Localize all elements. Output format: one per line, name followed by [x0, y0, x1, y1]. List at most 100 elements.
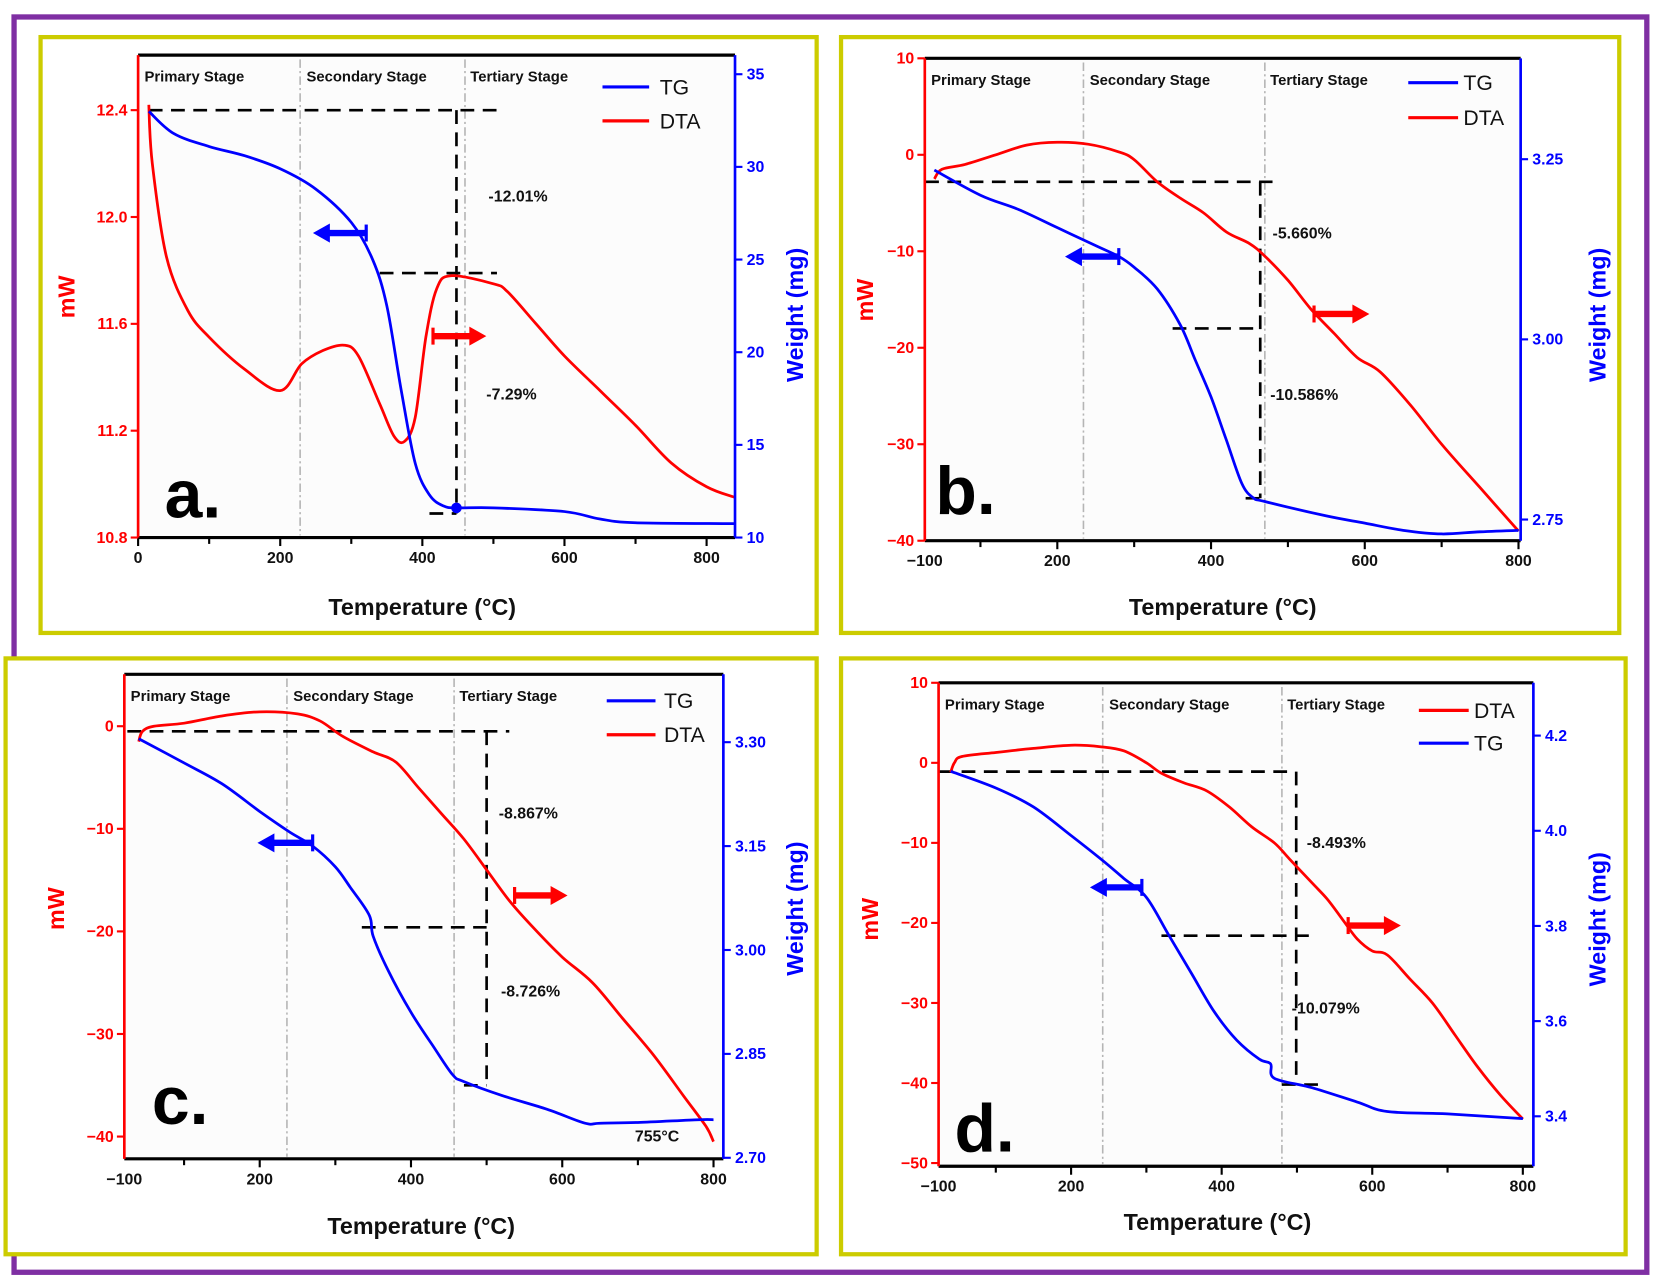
- tg-axis-arrow-icon: [312, 223, 368, 243]
- dta-axis-arrow-icon: [431, 326, 487, 346]
- plot-area: [924, 58, 1521, 541]
- tg-curve: [950, 770, 1523, 1121]
- y-tick-label: −50: [901, 1155, 928, 1172]
- x-tick-label: 800: [1505, 553, 1532, 570]
- panel-letter: a.: [165, 457, 222, 532]
- plot-area: [938, 682, 1534, 1167]
- y-tick-label: 10: [897, 51, 915, 68]
- tg-curve: [147, 110, 736, 526]
- legend-label-tg: TG: [660, 76, 689, 99]
- stage-label: Secondary Stage: [306, 70, 426, 86]
- dta-axis-arrow-icon: [513, 885, 568, 906]
- arrow-head: [1065, 247, 1082, 267]
- dta-axis-arrow-icon: [1312, 304, 1370, 324]
- arrow-head: [1089, 877, 1107, 897]
- panel-d: Primary Stage Secondary Stage Tertiary Sta…: [838, 656, 1628, 1257]
- arrow-head: [1383, 916, 1401, 936]
- y2-tick-label: 3.15: [735, 838, 766, 855]
- stage-label: Primary Stage: [931, 73, 1031, 89]
- y2-axis-title: Weight (mg): [1584, 852, 1610, 986]
- dta-curve: [949, 743, 1524, 1121]
- x-tick-label: 200: [1044, 553, 1071, 570]
- y-tick-label: −30: [887, 437, 914, 454]
- x-tick-label: 200: [1058, 1179, 1085, 1196]
- legend-label-dta: DTA: [660, 110, 702, 133]
- annotation-label: -10.079%: [1292, 1000, 1360, 1017]
- y2-tick-label: 3.8: [1545, 918, 1567, 935]
- annotation-label: -5.660%: [1273, 226, 1332, 243]
- y2-tick-label: 15: [747, 437, 765, 454]
- annotation-label: 755°C: [635, 1129, 680, 1146]
- y-tick-label: 0: [905, 147, 914, 164]
- dta-curve: [137, 710, 715, 1143]
- y2-tick-label: 3.30: [735, 734, 766, 751]
- y-tick-label: 10.8: [97, 530, 128, 547]
- x-tick-label: 600: [551, 550, 578, 567]
- x-axis-title: Temperature (°C): [1129, 594, 1317, 620]
- panel-a: Primary Stage Secondary Stage Tertiary Sta…: [38, 34, 819, 636]
- stage-label: Tertiary Stage: [470, 70, 568, 86]
- panel-c: Primary Stage Secondary Stage Tertiary Sta…: [3, 656, 819, 1257]
- y2-tick-label: 4.0: [1545, 823, 1567, 840]
- x-tick-label: −100: [106, 1171, 142, 1188]
- y-tick-label: 10: [910, 675, 928, 692]
- y-tick-label: −30: [87, 1026, 114, 1043]
- stage-label: Secondary Stage: [1109, 697, 1229, 713]
- annotation-label: -8.493%: [1307, 835, 1366, 852]
- y-tick-label: 0: [919, 755, 928, 772]
- y-tick-label: −30: [901, 995, 928, 1012]
- y-axis-title: mW: [43, 887, 69, 930]
- y2-tick-label: 10: [747, 530, 765, 547]
- annotation-label: -7.29%: [486, 387, 536, 404]
- panel-letter: b.: [935, 454, 995, 529]
- panel-letter: d.: [954, 1091, 1014, 1166]
- x-tick-label: −100: [921, 1179, 957, 1196]
- arrow-head: [550, 885, 568, 906]
- x-tick-label: 600: [1359, 1179, 1386, 1196]
- x-tick-label: 600: [1352, 553, 1379, 570]
- x-tick-label: 400: [1198, 553, 1225, 570]
- panel-letter: c.: [152, 1064, 209, 1139]
- y-axis-title: mW: [857, 898, 883, 941]
- stage-label: Tertiary Stage: [1287, 697, 1385, 713]
- x-tick-label: 800: [693, 550, 720, 567]
- x-tick-label: 800: [1510, 1179, 1537, 1196]
- annotation-label: -12.01%: [488, 189, 547, 206]
- x-axis-title: Temperature (°C): [327, 1213, 515, 1239]
- y-tick-label: −20: [901, 915, 928, 932]
- y2-tick-label: 3.25: [1532, 152, 1563, 169]
- x-tick-label: 0: [134, 550, 143, 567]
- stage-label: Secondary Stage: [1090, 73, 1210, 89]
- legend-label-tg: TG: [1474, 733, 1503, 756]
- y2-tick-label: 3.00: [735, 942, 766, 959]
- y2-axis-title: Weight (mg): [782, 248, 808, 382]
- y-tick-label: 11.2: [97, 423, 127, 440]
- y-tick-label: −40: [87, 1129, 114, 1146]
- y2-tick-label: 20: [747, 345, 765, 362]
- y-tick-label: 11.6: [97, 316, 127, 333]
- y-tick-label: −20: [87, 924, 114, 941]
- y2-tick-label: 2.85: [735, 1046, 766, 1063]
- x-tick-label: 200: [267, 550, 294, 567]
- y2-tick-label: 30: [747, 159, 765, 176]
- arrow-head: [257, 833, 275, 853]
- x-tick-label: −100: [907, 553, 943, 570]
- x-tick-label: 400: [409, 550, 436, 567]
- y-tick-label: 12.0: [97, 209, 128, 226]
- y-axis-title: mW: [852, 279, 878, 322]
- tg-curve: [138, 737, 714, 1126]
- x-tick-label: 400: [398, 1171, 425, 1188]
- y-tick-label: 12.4: [97, 102, 128, 119]
- y2-tick-label: 25: [747, 252, 765, 269]
- stage-label: Primary Stage: [945, 697, 1045, 713]
- tg-axis-arrow-icon: [1065, 247, 1121, 267]
- y-tick-label: −20: [887, 340, 914, 357]
- y-tick-label: 0: [105, 719, 114, 736]
- tg-axis-arrow-icon: [1089, 877, 1144, 897]
- y2-axis-title: Weight (mg): [1584, 248, 1610, 382]
- y2-tick-label: 4.2: [1545, 728, 1567, 745]
- dta-curve: [147, 104, 736, 499]
- y2-tick-label: 2.70: [735, 1150, 766, 1167]
- x-tick-label: 800: [700, 1171, 727, 1188]
